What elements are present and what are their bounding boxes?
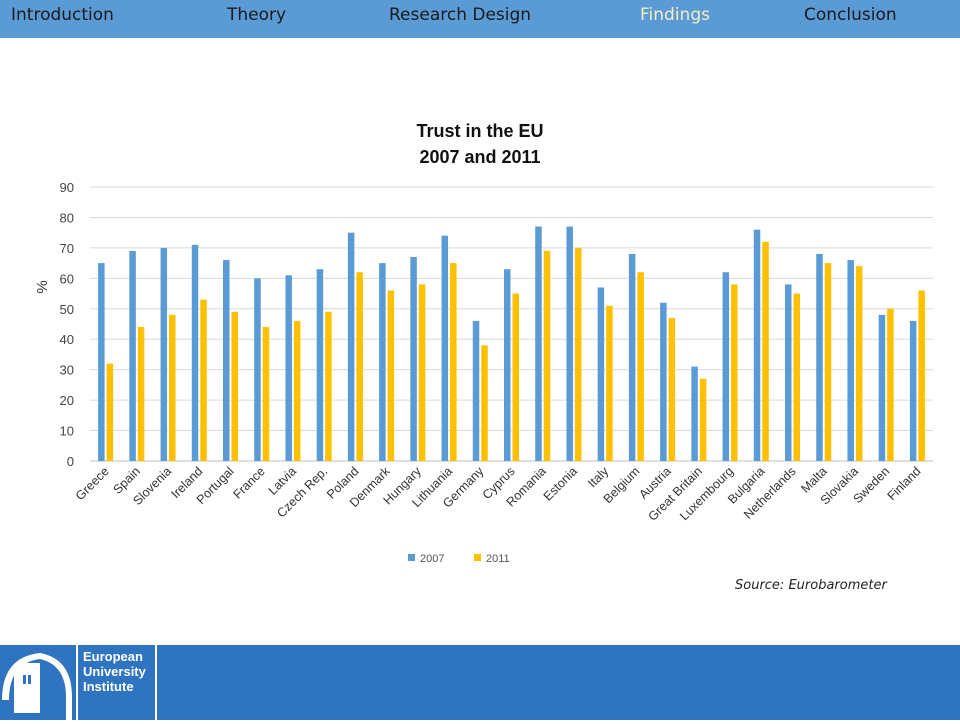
- legend: 2007 2011: [408, 553, 510, 565]
- bar-2007: [785, 284, 792, 461]
- bar-2011: [262, 327, 270, 461]
- bar-2007: [285, 275, 292, 461]
- bar-2011: [887, 308, 894, 461]
- bar-2007: [816, 253, 823, 461]
- x-category-label: Estonia: [541, 464, 580, 503]
- y-tick-label: 60: [60, 271, 74, 286]
- chart-title-line-1: Trust in the EU: [416, 121, 543, 141]
- y-tick-label: 50: [60, 302, 74, 317]
- bar-2007: [753, 229, 761, 461]
- bar-2011: [387, 290, 395, 461]
- top-navigation-bar: Introduction Theory Research Design Find…: [0, 0, 960, 38]
- bar-2007: [504, 269, 511, 461]
- y-tick-label: 80: [60, 210, 74, 225]
- bar-2011: [543, 250, 551, 461]
- bar-2011: [699, 378, 707, 461]
- x-category-label: Italy: [585, 464, 612, 491]
- y-tick-label: 40: [60, 332, 74, 347]
- bar-2007: [316, 269, 324, 461]
- bar-2007: [191, 244, 199, 461]
- gridlines: [90, 186, 933, 462]
- bar-2007: [160, 247, 168, 461]
- bar-2007: [691, 366, 698, 461]
- eui-logo-text: European University Institute: [83, 649, 146, 694]
- legend-label: 2011: [486, 553, 510, 565]
- bar-2007: [660, 302, 667, 461]
- logo-line-2: University: [83, 664, 146, 679]
- bar-2007: [628, 253, 636, 461]
- y-tick-label: 0: [67, 454, 74, 469]
- nav-theory[interactable]: Theory: [227, 5, 287, 25]
- legend-swatch: [408, 554, 415, 561]
- x-category-label: Greece: [73, 464, 112, 503]
- legend-label: 2007: [420, 553, 444, 565]
- bar-2011: [450, 263, 457, 461]
- legend-swatch: [474, 554, 481, 561]
- bar-2011: [418, 284, 426, 461]
- bar-2007: [535, 226, 542, 461]
- bar-2007: [878, 314, 886, 461]
- bar-2011: [512, 293, 519, 461]
- bar-2007: [347, 232, 355, 461]
- bar-2007: [410, 257, 417, 461]
- nav-findings[interactable]: Findings: [640, 5, 710, 25]
- bar-chart: Trust in the EU 2007 and 2011 0 10 20 30 40 5…: [34, 121, 933, 565]
- bar-2011: [668, 317, 676, 461]
- bar-2011: [855, 266, 863, 461]
- bar-2011: [637, 272, 644, 461]
- bar-2007: [909, 320, 917, 461]
- bars: [98, 226, 925, 461]
- logo-line-1: European: [83, 649, 143, 664]
- bar-2007: [129, 250, 136, 461]
- y-tick-label: 30: [60, 363, 74, 378]
- bar-2011: [824, 263, 832, 461]
- bar-2011: [325, 311, 332, 461]
- source-note: Source: Eurobarometer: [735, 578, 887, 593]
- x-category-label: Finland: [885, 464, 924, 503]
- bar-2007: [472, 320, 480, 461]
- bar-2011: [200, 299, 207, 461]
- bar-2007: [223, 260, 230, 461]
- chart-title-line-2: 2007 and 2011: [419, 147, 540, 167]
- logo-divider: [76, 645, 78, 720]
- y-tick-label: 10: [60, 424, 74, 439]
- nav-conclusion[interactable]: Conclusion: [804, 5, 897, 25]
- bar-2007: [254, 278, 261, 461]
- bar-2007: [722, 272, 730, 461]
- y-tick-label: 70: [60, 241, 74, 256]
- institute-door-icon: [2, 653, 72, 720]
- bar-2007: [566, 226, 573, 461]
- y-tick-label: 20: [60, 393, 74, 408]
- bar-2011: [293, 320, 301, 461]
- bar-2011: [106, 363, 114, 461]
- logo-line-3: Institute: [83, 679, 134, 694]
- bar-2011: [793, 293, 800, 461]
- bar-2011: [918, 290, 925, 461]
- footer-divider: [155, 645, 157, 720]
- bar-2011: [606, 305, 613, 461]
- y-tick-label: 90: [60, 180, 74, 195]
- bar-2011: [731, 284, 738, 461]
- y-axis-ticks: 0 10 20 30 40 50 60 70 80 90: [60, 180, 74, 469]
- bar-2007: [597, 287, 605, 461]
- bar-2011: [169, 314, 176, 461]
- nav-introduction[interactable]: Introduction: [11, 5, 114, 25]
- bar-2011: [481, 345, 488, 461]
- bar-2007: [441, 235, 449, 461]
- bar-2011: [356, 272, 363, 461]
- bar-2007: [379, 263, 386, 461]
- nav-research-design[interactable]: Research Design: [389, 5, 532, 25]
- bar-2007: [847, 260, 854, 461]
- x-axis-category-labels: GreeceSpainSloveniaIrelandPortugalFrance…: [73, 464, 924, 524]
- bar-2011: [231, 311, 238, 461]
- footer-bar: [0, 645, 960, 720]
- x-category-label: France: [230, 464, 267, 501]
- y-axis-label: %: [34, 280, 51, 293]
- bar-2011: [137, 327, 145, 461]
- bar-2011: [762, 241, 769, 461]
- bar-2011: [574, 247, 582, 461]
- bar-2007: [98, 263, 105, 461]
